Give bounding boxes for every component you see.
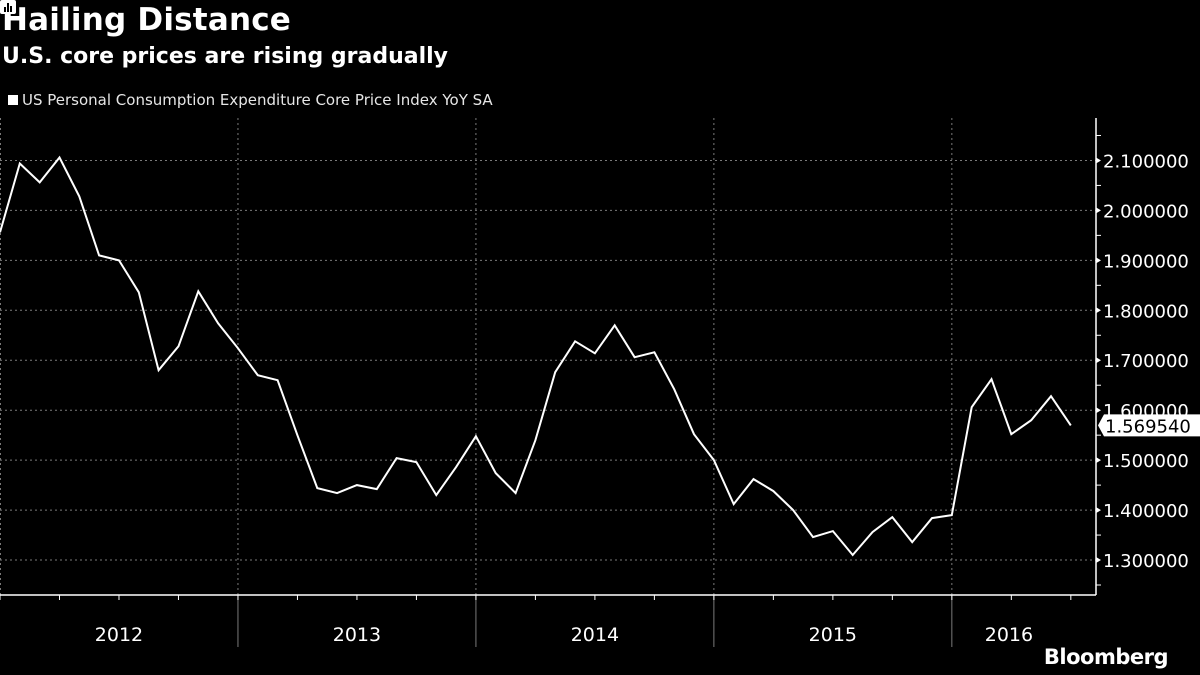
bloomberg-logo: Bloomberg xyxy=(1043,645,1169,669)
y-tick-mark xyxy=(1096,157,1101,164)
x-tick-label: 2014 xyxy=(571,624,619,646)
last-value-badge xyxy=(1098,414,1200,437)
y-tick-mark xyxy=(1096,207,1101,214)
legend: US Personal Consumption Expenditure Core… xyxy=(8,91,493,109)
y-tick-label: 1.500000 xyxy=(1103,451,1189,472)
y-tick-label: 1.300000 xyxy=(1103,551,1189,572)
y-tick-label: 2.000000 xyxy=(1103,201,1189,222)
y-tick-label: 2.100000 xyxy=(1103,151,1189,172)
x-tick-label: 2016 xyxy=(985,624,1033,646)
x-tick-label: 2013 xyxy=(333,624,381,646)
y-tick-mark xyxy=(1096,257,1101,264)
x-tick-label: 2015 xyxy=(809,624,857,646)
y-tick-mark xyxy=(1096,457,1101,464)
y-tick-label: 1.400000 xyxy=(1103,501,1189,522)
y-tick-label: 1.700000 xyxy=(1103,351,1189,372)
y-tick-mark xyxy=(1096,557,1101,564)
legend-swatch xyxy=(8,95,18,105)
y-tick-mark xyxy=(1096,357,1101,364)
y-tick-label: 1.900000 xyxy=(1103,251,1189,272)
y-tick-label: 1.800000 xyxy=(1103,301,1189,322)
y-tick-mark xyxy=(1096,407,1101,414)
bloomberg-chart-icon xyxy=(0,0,16,18)
y-tick-mark xyxy=(1096,307,1101,314)
chart-subtitle: U.S. core prices are rising gradually xyxy=(2,44,449,69)
x-tick-label: 2012 xyxy=(95,624,143,646)
y-tick-mark xyxy=(1096,507,1101,514)
series-line xyxy=(0,155,1072,557)
legend-label: US Personal Consumption Expenditure Core… xyxy=(22,91,493,109)
chart-title: Hailing Distance xyxy=(2,2,292,38)
last-value-label: 1.569540 xyxy=(1105,416,1191,437)
